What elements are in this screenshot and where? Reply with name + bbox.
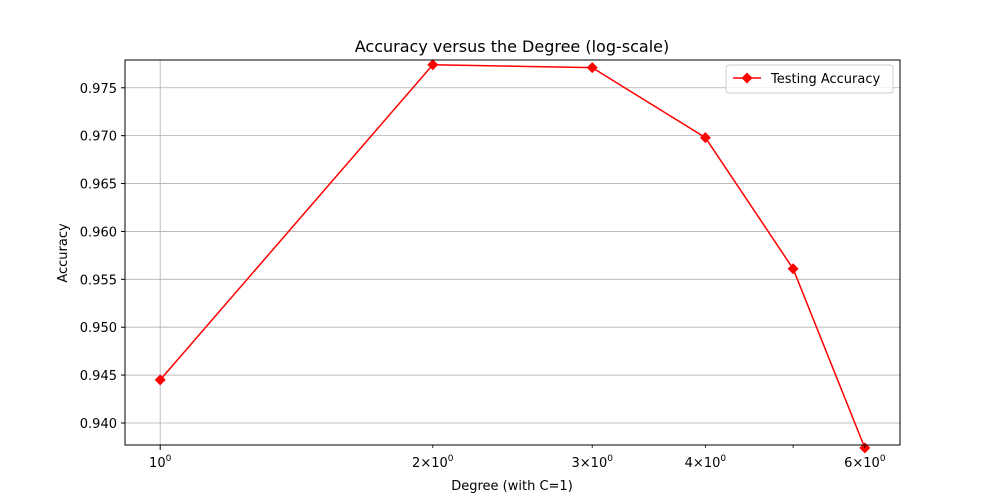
x-axis-label: Degree (with C=1) [451,479,573,494]
chart-title: Accuracy versus the Degree (log-scale) [355,37,669,56]
grid [125,60,900,445]
y-axis-label: Accuracy [56,223,71,283]
y-tick-label: 0.970 [80,130,117,145]
x-tick-label: 100 [149,454,172,471]
legend: Testing Accuracy [725,64,894,94]
data-point [787,263,799,275]
y-tick-label: 0.965 [80,178,117,193]
data-point [699,132,711,144]
x-tick-label: 6×100 [844,454,886,471]
plot-area-frame [124,59,901,446]
series-layer [154,59,871,454]
x-axis-ticks: 100 2×100 3×100 4×100 6×100 [149,445,886,471]
data-point [427,59,439,71]
legend-marker [741,72,753,84]
data-point [154,374,166,386]
series-line [159,64,866,449]
y-tick-label: 0.945 [80,369,117,384]
data-point [586,62,598,74]
x-tick-label: 3×100 [571,454,613,471]
legend-box [725,64,894,94]
y-tick-label: 0.975 [80,82,117,97]
y-tick-label: 0.940 [80,417,117,432]
x-tick-label: 2×100 [412,454,454,471]
y-tick-label: 0.950 [80,321,117,336]
y-axis-ticks: 0.940 0.945 0.950 0.955 0.960 0.965 0.970 0.975 [80,82,125,432]
legend-label: Testing Accuracy [770,72,880,87]
x-tick-label: 4×100 [685,454,727,471]
y-tick-label: 0.955 [80,273,117,288]
y-tick-label: 0.960 [80,225,117,240]
